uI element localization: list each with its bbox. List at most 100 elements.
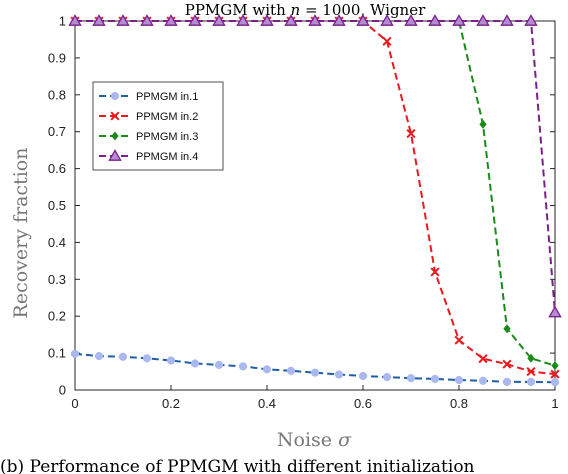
y-tick-label: 0.7	[48, 124, 66, 139]
data-point	[116, 14, 130, 26]
title-text: = 1000, Wigner	[300, 1, 426, 19]
data-point	[214, 360, 224, 370]
data-point	[332, 14, 346, 26]
legend-label: PPMGM in.4	[136, 151, 198, 163]
data-point	[406, 374, 416, 383]
data-point	[526, 366, 536, 377]
y-tick-label: 0.3	[48, 272, 66, 287]
y-tick-label: 0.8	[48, 87, 66, 102]
series-layer	[68, 14, 562, 387]
y-tick-label: 0.6	[48, 161, 66, 176]
y-tick-label: 0.9	[48, 50, 66, 65]
data-point	[190, 359, 200, 368]
plot-area	[74, 20, 556, 391]
data-point	[503, 324, 511, 334]
data-point	[188, 14, 202, 26]
data-point	[308, 14, 322, 26]
data-point	[478, 376, 488, 385]
legend: PPMGM in.1 PPMGM in.2 PPMGM in.3 PPMGM in.4	[92, 81, 224, 171]
legend-entry-2: PPMGM in.2	[99, 111, 198, 123]
data-point	[478, 354, 488, 364]
data-point	[356, 14, 370, 26]
y-tick-label: 1	[59, 14, 66, 29]
data-point	[94, 351, 104, 361]
data-point	[548, 305, 562, 318]
data-point	[476, 14, 490, 26]
title-text: PPMGM with	[185, 1, 291, 19]
data-point-stroke	[502, 359, 512, 369]
data-point	[92, 14, 106, 26]
legend-entry-4: PPMGM in.4	[99, 149, 198, 163]
data-point	[406, 128, 416, 139]
data-point	[284, 14, 298, 26]
x-label-variable: σ	[338, 429, 352, 451]
data-point	[430, 374, 440, 384]
figure-caption: (b) Performance of PPMGM with different …	[0, 457, 475, 474]
data-point	[428, 14, 442, 26]
x-label-text: Noise	[277, 429, 338, 451]
x-tick-label: 0.6	[354, 396, 372, 411]
data-point-stroke	[430, 267, 440, 277]
data-point	[118, 352, 128, 361]
series-4	[68, 14, 562, 318]
series-1	[70, 349, 560, 387]
data-point	[108, 149, 122, 161]
x-axis: 0 0.2 0.4 0.6 0.8 1	[71, 21, 559, 411]
legend-entry-1: PPMGM in.1	[99, 91, 198, 103]
series-line	[75, 20, 556, 313]
data-point	[382, 36, 392, 46]
y-axis: 0 0.1 0.2 0.3 0.4 0.5 0.6 0.7 0.8 0.9 1	[48, 14, 555, 398]
data-point	[550, 378, 560, 387]
data-point-stroke	[406, 128, 416, 139]
x-tick-label: 1	[551, 396, 558, 411]
data-point	[527, 353, 535, 363]
series-line	[74, 352, 556, 384]
data-point-stroke	[526, 366, 536, 377]
data-point	[310, 368, 320, 377]
data-point-stroke	[550, 369, 560, 379]
data-point-stroke	[382, 36, 392, 46]
data-point	[68, 14, 82, 26]
data-point	[524, 14, 538, 26]
data-point	[454, 335, 464, 345]
y-tick-label: 0	[59, 383, 66, 398]
legend-label: PPMGM in.2	[136, 111, 198, 123]
data-point	[454, 375, 464, 385]
x-tick-label: 0.2	[162, 396, 180, 411]
data-point	[110, 111, 120, 121]
data-point	[382, 372, 392, 382]
data-point	[430, 267, 440, 277]
data-point-stroke	[454, 335, 464, 345]
data-point	[358, 371, 368, 381]
legend-entry-3: PPMGM in.3	[99, 131, 198, 143]
data-point	[380, 14, 394, 26]
data-point	[238, 362, 248, 371]
data-point	[551, 361, 559, 371]
chart-title: PPMGM with n = 1000, Wigner	[185, 1, 426, 19]
series-line	[75, 20, 556, 376]
y-tick-label: 0.2	[48, 309, 66, 324]
data-point	[212, 14, 226, 26]
x-tick-label: 0.8	[450, 396, 468, 411]
data-point	[142, 354, 152, 363]
data-point	[262, 365, 272, 374]
series-2	[70, 16, 560, 379]
y-axis-label: Recovery fraction	[10, 148, 32, 319]
data-point-stroke	[478, 354, 488, 364]
legend-label: PPMGM in.3	[136, 131, 198, 143]
y-tick-label: 0.5	[48, 198, 66, 213]
data-point	[111, 131, 119, 141]
series-3	[71, 16, 559, 371]
data-point	[404, 14, 418, 26]
data-point	[550, 369, 560, 379]
data-point	[70, 349, 80, 358]
data-point	[286, 366, 296, 375]
data-point	[260, 14, 274, 26]
series-line	[75, 20, 556, 367]
data-point-stroke	[110, 111, 120, 121]
x-tick-label: 0.4	[258, 396, 276, 411]
data-point	[500, 14, 514, 26]
legend-label: PPMGM in.1	[136, 91, 198, 103]
data-point	[334, 370, 344, 379]
